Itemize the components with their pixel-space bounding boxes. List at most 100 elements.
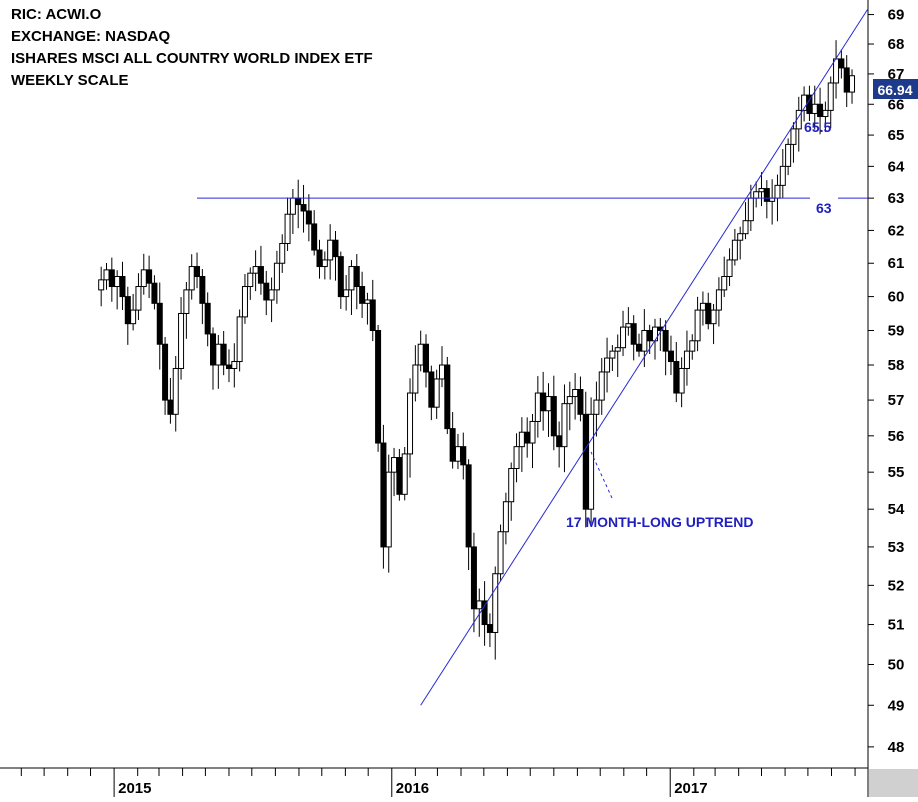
candle-body bbox=[481, 600, 488, 626]
candle-body bbox=[305, 210, 312, 225]
candle-body bbox=[167, 399, 174, 415]
candle-body bbox=[247, 272, 254, 288]
candle-body bbox=[375, 330, 382, 444]
candle-body bbox=[412, 364, 419, 394]
candle-body bbox=[359, 286, 366, 304]
candle-body bbox=[417, 343, 424, 366]
candle-body bbox=[188, 266, 195, 291]
candle-body bbox=[241, 286, 248, 318]
candle-body bbox=[449, 428, 456, 462]
candle-body bbox=[108, 269, 115, 288]
candle-body bbox=[779, 165, 786, 186]
candle-body bbox=[407, 392, 414, 455]
candle-body bbox=[210, 333, 217, 366]
candle-body bbox=[140, 269, 147, 288]
candle-body bbox=[529, 420, 536, 444]
candle-body bbox=[486, 624, 493, 633]
candle-body bbox=[199, 276, 206, 304]
candle-body bbox=[534, 392, 541, 422]
candle-body bbox=[385, 471, 392, 548]
candle-body bbox=[705, 302, 712, 325]
y-tick-label: 62 bbox=[888, 222, 905, 239]
x-year-label: 2017 bbox=[674, 780, 707, 797]
candle-body bbox=[763, 188, 770, 202]
candle-body bbox=[98, 279, 105, 291]
candle-body bbox=[273, 262, 280, 291]
y-tick-label: 65 bbox=[888, 127, 905, 144]
candle-body bbox=[785, 143, 792, 167]
candle-body bbox=[391, 457, 398, 473]
axes: 48 49 50 51 52 53 54 55 56 57 58 59 60 61 62 63 64 65 66 67… bbox=[20, 7, 905, 797]
candle-body bbox=[162, 343, 169, 401]
exchange-label: EXCHANGE: NASDAQ bbox=[11, 28, 171, 45]
candle-body bbox=[204, 302, 211, 335]
candle-body bbox=[348, 266, 355, 291]
candle-body bbox=[135, 286, 142, 311]
candle-body bbox=[119, 276, 126, 298]
candle-body bbox=[114, 276, 121, 288]
candle-body bbox=[428, 371, 435, 408]
candle-body bbox=[225, 364, 232, 369]
candle-body bbox=[662, 330, 669, 352]
candle-body bbox=[833, 58, 840, 84]
candle-body bbox=[715, 289, 722, 311]
last-price-value: 66.94 bbox=[877, 82, 912, 98]
last-price-badge bbox=[873, 79, 918, 99]
candle-body bbox=[220, 343, 227, 366]
candle-body bbox=[737, 233, 744, 241]
candle-body bbox=[790, 128, 797, 145]
candle-body bbox=[550, 396, 557, 437]
candle-body bbox=[433, 378, 440, 408]
candle-body bbox=[513, 446, 520, 470]
candle-body bbox=[524, 431, 531, 444]
annotation-lines bbox=[197, 8, 869, 706]
annotation-labels: 63 65.5 17 MONTH-LONG UPTREND 66.94 bbox=[566, 79, 918, 530]
candle-body bbox=[721, 276, 728, 291]
candle-body bbox=[146, 269, 153, 284]
candle-body bbox=[673, 361, 680, 394]
candle-body bbox=[678, 367, 685, 394]
candle-body bbox=[726, 259, 733, 278]
candle-body bbox=[465, 464, 472, 548]
candle-body bbox=[636, 343, 643, 352]
y-tick-label: 52 bbox=[888, 577, 905, 594]
candle-body bbox=[476, 600, 483, 610]
y-tick-label: 66 bbox=[888, 96, 905, 113]
candle-body bbox=[838, 58, 845, 69]
candle-body bbox=[561, 403, 568, 448]
candle-body bbox=[289, 197, 296, 215]
candle-body bbox=[316, 249, 323, 268]
y-tick-label: 54 bbox=[888, 501, 905, 518]
candle-body bbox=[604, 357, 611, 373]
candle-body bbox=[545, 396, 552, 412]
uptrend-pointer bbox=[590, 451, 613, 499]
candle-body bbox=[257, 266, 264, 284]
trend-point-label: 65.5 bbox=[804, 119, 831, 135]
y-tick-label: 49 bbox=[888, 697, 905, 714]
candle-body bbox=[827, 82, 834, 111]
candle-body bbox=[747, 197, 754, 222]
candle-body bbox=[231, 361, 238, 369]
candle-body bbox=[124, 296, 131, 325]
candle-body bbox=[263, 282, 270, 301]
candle-body bbox=[683, 350, 690, 369]
y-tick-label: 57 bbox=[888, 392, 905, 409]
candle-body bbox=[364, 299, 371, 304]
y-tick-label: 48 bbox=[888, 739, 905, 756]
uptrend-line bbox=[420, 8, 869, 706]
y-tick-label: 63 bbox=[888, 190, 905, 207]
candle-body bbox=[641, 330, 648, 352]
candle-body bbox=[540, 392, 547, 412]
candle-body bbox=[156, 302, 163, 345]
candle-body bbox=[103, 269, 110, 281]
candle-body bbox=[460, 446, 467, 466]
candle-body bbox=[849, 75, 856, 93]
candle-body bbox=[337, 256, 344, 298]
candle-body bbox=[130, 309, 137, 325]
y-tick-label: 61 bbox=[888, 255, 905, 272]
candle-body bbox=[215, 343, 222, 366]
candle-body bbox=[582, 413, 589, 510]
candle-body bbox=[699, 302, 706, 311]
x-year-label: 2016 bbox=[396, 780, 429, 797]
